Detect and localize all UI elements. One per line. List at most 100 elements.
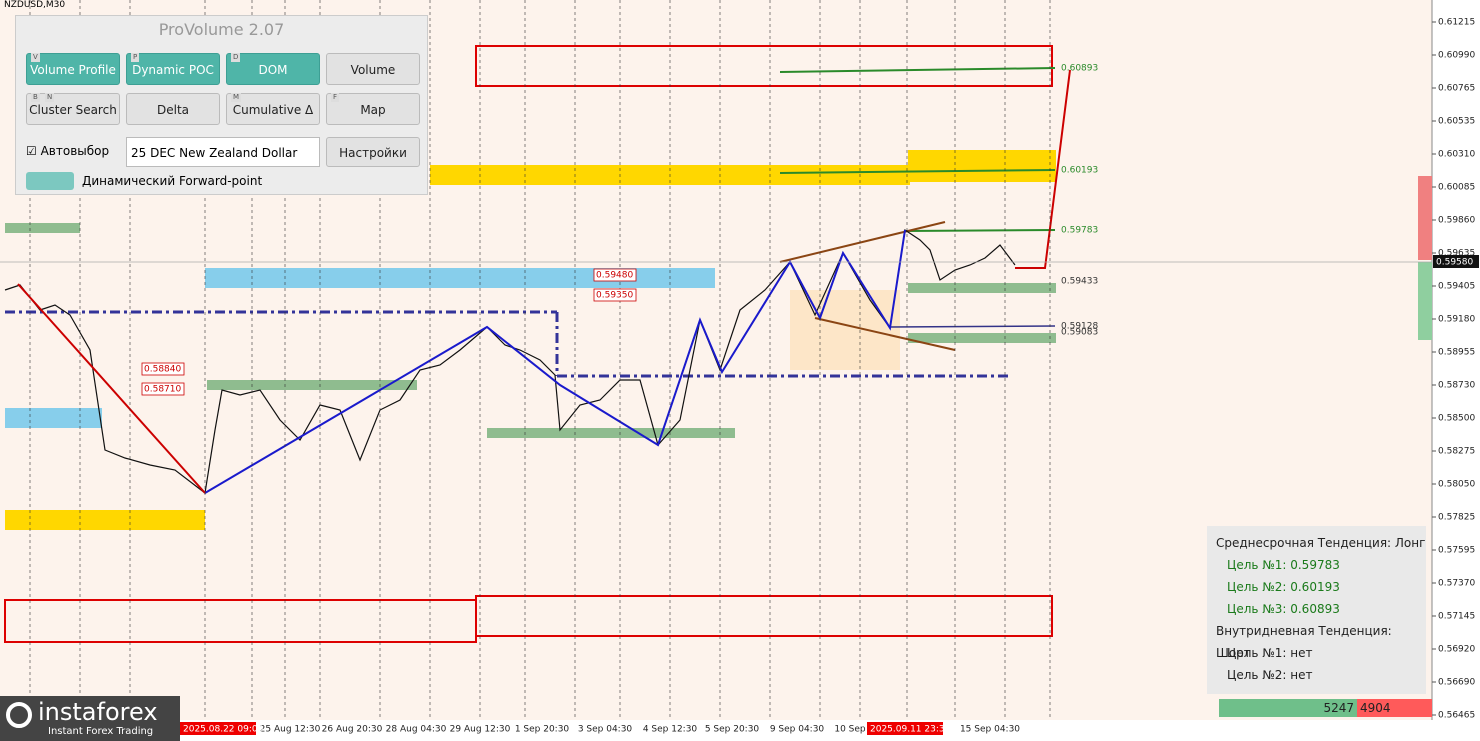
band [908,283,1056,293]
band [207,380,417,390]
box-label-bg [593,268,637,282]
price-tick-label: 0.59860 [1438,216,1475,226]
current-price-box [1433,255,1479,268]
time-label: 10 Sep [834,725,866,735]
time-label: 26 Aug 20:30 [322,725,383,735]
trend-box: Среднесрочная Тенденция: Лонг Цель №1: 0.… [1207,526,1426,694]
time-label: 9 Sep 04:30 [770,725,825,735]
button-label: Cluster Search [29,103,117,117]
price-tick-label: 0.61215 [1438,18,1475,28]
price-axis [1432,0,1480,741]
button-label: Map [360,103,386,117]
panel-button[interactable]: Map F [326,93,420,125]
time-highlight-label: 2025.09.11 23:30 [870,725,951,735]
hotkey: M [231,93,242,102]
settings-button[interactable]: Настройки [326,137,420,167]
level-label: 0.60893 [1061,64,1098,74]
price-tick-label: 0.57595 [1438,546,1475,556]
level-label: 0.59433 [1061,277,1098,287]
dom [1418,176,1432,260]
time-highlight [867,722,943,735]
price-tick-label: 0.58730 [1438,381,1475,391]
price-tick-label: 0.56920 [1438,645,1475,655]
current-price: 0.59580 [1436,258,1473,268]
trend-line [17,283,206,494]
forward-label: Динамический Forward-point [82,174,263,188]
level-line [889,325,1056,328]
time-label: 29 Aug 12:30 [450,725,511,735]
level-label: 0.60193 [1061,166,1098,176]
band [908,333,1056,343]
zigzag [204,229,906,494]
box-label-bg [141,362,185,376]
price-tick-label: 0.60085 [1438,183,1475,193]
time-label: 5 Sep 20:30 [705,725,760,735]
price-tick-label: 0.60765 [1438,84,1475,94]
price-tick-label: 0.59405 [1438,282,1475,292]
trend-target: Цель №2: 0.60193 [1227,580,1340,594]
instrument-select[interactable]: 25 DEC New Zealand Dollar [126,137,320,167]
time-label: 25 Aug 12:30 [260,725,321,735]
button-label: Cumulative Δ [232,103,314,117]
level-label: 0.59083 [1061,328,1098,338]
channel [779,221,946,263]
level-label: 0.59783 [1061,226,1098,236]
box-label: 0.59480 [596,271,633,281]
box-label: 0.59350 [596,291,633,301]
forecast [1015,69,1071,269]
box-label-bg [593,288,637,302]
price-tick-label: 0.60990 [1438,51,1475,61]
buy-volume: 5247 [1219,699,1357,717]
price-tick-label: 0.57370 [1438,579,1475,589]
hotkey: F [331,93,340,102]
box-label-bg [141,382,185,396]
band [5,510,205,530]
symbol: NZDUSD,M30 [4,0,66,10]
toggle[interactable] [26,172,74,190]
band [5,408,102,428]
auto-label: Автовыбор [40,144,110,158]
trend-target: Цель №3: 0.60893 [1227,602,1340,616]
price-tick-label: 0.58050 [1438,480,1475,490]
dom [1418,262,1432,340]
band [5,223,80,233]
zone [475,45,1053,87]
button-label: Delta [156,103,189,117]
price-tick-label: 0.60310 [1438,150,1475,160]
panel-button[interactable]: Volume [326,53,420,85]
panel-button[interactable]: Dynamic POC P [126,53,220,85]
price-tick-label: 0.60535 [1438,117,1475,127]
box-label: 0.58840 [144,365,181,375]
logo: instaforex Instant Forex Trading [0,696,180,741]
time-label: 3 Sep 04:30 [578,725,633,735]
hotkey: V [31,53,40,62]
zone [4,599,477,643]
time-label: 4 Sep 12:30 [643,725,698,735]
button-label: Dynamic POC [132,63,214,77]
provolume-panel: ProVolume 2.07 Volume Profile V Dynamic PO… [15,15,428,195]
price-tick-label: 0.59180 [1438,315,1475,325]
trend-target: Цель №1: 0.59783 [1227,558,1340,572]
level-line [779,169,1056,174]
panel-button[interactable]: Volume Profile V [26,53,120,85]
price-tick-label: 0.56465 [1438,711,1475,721]
trend-target: Цель №1: нет [1227,646,1313,660]
hotkey: P [131,53,140,62]
hotkey: B [31,93,40,102]
panel-button[interactable]: DOM D [226,53,320,85]
trend-heading: Среднесрочная Тенденция: Лонг [1216,536,1426,550]
price-tick-label: 0.56690 [1438,678,1475,688]
price-tick-label: 0.58500 [1438,414,1475,424]
price-tick-label: 0.59635 [1438,249,1475,259]
price-tick-label: 0.57145 [1438,612,1475,622]
auto-checkbox[interactable]: ☑ Автовыбор [26,144,110,158]
zone [475,595,1053,637]
box-label: 0.58710 [144,385,181,395]
panel-button[interactable]: Cluster Search B N [26,93,120,125]
level-label: 0.59128 [1061,322,1098,332]
trend-heading: Внутридневная Тенденция: Шорт [1216,624,1392,660]
panel-button[interactable]: Delta [126,93,220,125]
